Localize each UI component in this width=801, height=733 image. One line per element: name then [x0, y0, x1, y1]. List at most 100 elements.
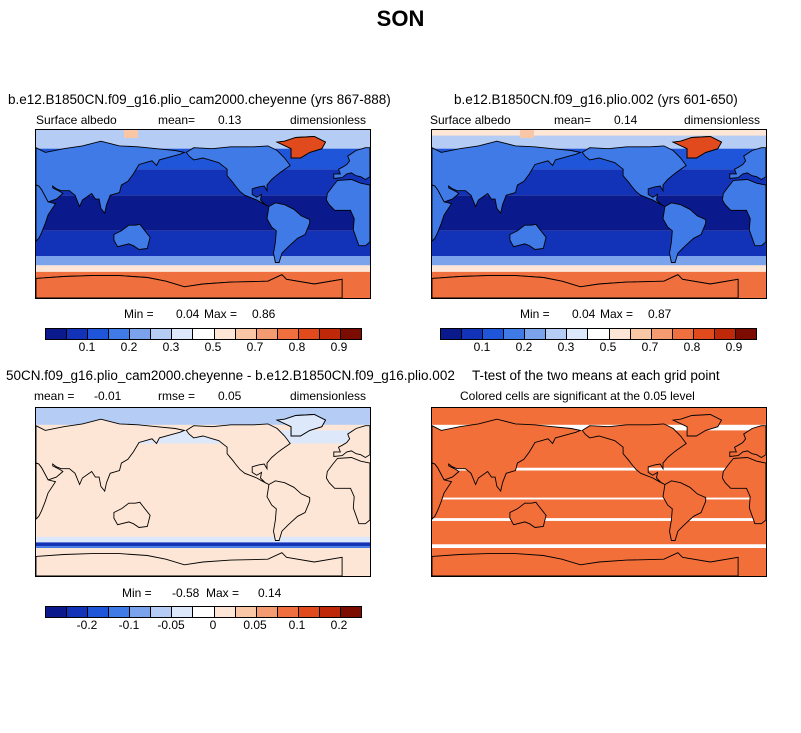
colorbar-cell	[735, 329, 756, 339]
colorbar-tick-label: 0.8	[683, 340, 701, 354]
landmass-europe_west	[729, 425, 766, 459]
panel2-variable: Surface albedo	[430, 113, 511, 127]
landmass-australia	[509, 501, 547, 528]
landmass-samerica	[266, 480, 311, 541]
colorbar-cell	[714, 329, 736, 339]
landmass-greenland	[671, 414, 723, 437]
landmass-africa_east	[432, 184, 453, 242]
colorbar-cell	[672, 329, 694, 339]
arctic-ice-cap	[432, 130, 766, 136]
panel3-rmse-label: rmse =	[158, 389, 196, 403]
landmass-eurasia_east	[36, 140, 186, 215]
landmass-namerica	[581, 423, 687, 485]
sea-ice-loss-band	[36, 542, 370, 547]
colorbar-cell	[277, 329, 299, 339]
landmass-eurasia_east	[432, 418, 582, 493]
sea-ice-edge-band	[432, 265, 766, 272]
panel2-max-value: 0.87	[648, 307, 672, 321]
greenland-ice	[671, 136, 723, 159]
colorbar-cell	[256, 329, 278, 339]
landmass-namerica	[581, 145, 687, 207]
colorbar-cell	[67, 329, 89, 339]
antarctica-ice	[36, 274, 343, 298]
colorbar-cell	[88, 607, 110, 617]
colorbar-cell	[630, 329, 652, 339]
colorbar-cell	[483, 329, 505, 339]
landmass-namerica	[185, 423, 291, 485]
colorbar-tick-label: 0.5	[204, 340, 222, 354]
landmass-africa_east	[432, 462, 453, 520]
colorbar-cell	[567, 329, 589, 339]
landmass-africa_west	[721, 457, 766, 525]
landmass-eurasia_east	[432, 140, 582, 215]
panel1-variable: Surface albedo	[36, 113, 117, 127]
panel3-colorbar	[45, 606, 362, 618]
colorbar-cell	[340, 329, 361, 339]
panel3-difference-map	[35, 407, 371, 577]
greenland-ice	[275, 136, 327, 159]
arctic-highlight	[124, 130, 138, 138]
panel1-min-label: Min =	[124, 307, 154, 321]
colorbar-cell	[151, 329, 173, 339]
landmass-samerica	[662, 480, 707, 541]
panel4-title: T-test of the two means at each grid poi…	[472, 368, 720, 383]
sea-ice-loss-edge	[36, 546, 370, 548]
panel3-title: 50CN.f09_g16.plio_cam2000.cheyenne - b.e…	[6, 368, 455, 383]
panel3-min-label: Min =	[122, 586, 152, 600]
colorbar-cell	[298, 607, 320, 617]
landmass-eurasia_east	[36, 418, 186, 493]
panel2-min-value: 0.04	[572, 307, 596, 321]
colorbar-cell	[277, 607, 299, 617]
colorbar-cell	[504, 329, 526, 339]
colorbar-tick-label: 0.1	[288, 618, 306, 632]
colorbar-tick-label: -0.05	[157, 618, 185, 632]
colorbar-tick-label: 0.7	[246, 340, 264, 354]
landmass-europe_west	[333, 147, 370, 181]
panel1-min-value: 0.04	[176, 307, 200, 321]
panel2-max-label: Max =	[600, 307, 634, 321]
panel2-colorbar-labels: 0.1 0.2 0.3 0.5 0.7 0.8 0.9	[440, 340, 755, 354]
colorbar-cell	[235, 607, 257, 617]
colorbar-cell	[298, 329, 320, 339]
colorbar-cell	[130, 607, 152, 617]
panel1-colorbar	[45, 328, 362, 340]
colorbar-cell	[67, 607, 89, 617]
nonsignificant-band-south	[432, 518, 766, 521]
panel3-units: dimensionless	[290, 389, 367, 403]
colorbar-tick-label: -0.1	[118, 618, 140, 632]
landmass-antarctica	[432, 552, 739, 576]
colorbar-cell	[546, 329, 568, 339]
panel2-min-label: Min =	[520, 307, 550, 321]
colorbar-cell	[609, 329, 631, 339]
colorbar-tick-label: 0.9	[725, 340, 743, 354]
panel3-colorbar-labels: -0.2 -0.1 -0.05 0 0.05 0.1 0.2	[45, 618, 360, 632]
colorbar-cell	[588, 329, 610, 339]
sea-ice-edge-band	[36, 265, 370, 272]
colorbar-tick-label: 0.2	[120, 340, 138, 354]
landmass-samerica	[266, 202, 311, 263]
colorbar-cell	[256, 607, 278, 617]
greenland-diff	[275, 414, 327, 437]
colorbar-cell	[88, 329, 110, 339]
nonsignificant-band-equator	[432, 497, 766, 500]
colorbar-cell	[319, 329, 341, 339]
colorbar-tick-label: 0.1	[78, 340, 96, 354]
panel2-albedo-map	[431, 129, 767, 299]
panel2-mean-label: mean=	[554, 113, 592, 127]
panel2-title: b.e12.B1850CN.f09_g16.plio.002 (yrs 601-…	[454, 92, 738, 107]
panel1-mean-value: 0.13	[218, 113, 242, 127]
colorbar-cell	[214, 607, 236, 617]
colorbar-cell	[319, 607, 341, 617]
panel1-mean-label: mean=	[158, 113, 196, 127]
colorbar-tick-label: 0.1	[473, 340, 491, 354]
panel3-max-label: Max =	[206, 586, 240, 600]
colorbar-cell	[130, 329, 152, 339]
panel1-title: b.e12.B1850CN.f09_g16.plio_cam2000.cheye…	[8, 92, 391, 107]
antarctica-ice	[432, 274, 739, 298]
panel2-units: dimensionless	[684, 113, 761, 127]
figure-title: SON	[376, 6, 425, 31]
colorbar-cell	[193, 329, 215, 339]
colorbar-cell	[693, 329, 715, 339]
colorbar-tick-label: 0.2	[515, 340, 533, 354]
panel3-max-value: 0.14	[258, 586, 282, 600]
